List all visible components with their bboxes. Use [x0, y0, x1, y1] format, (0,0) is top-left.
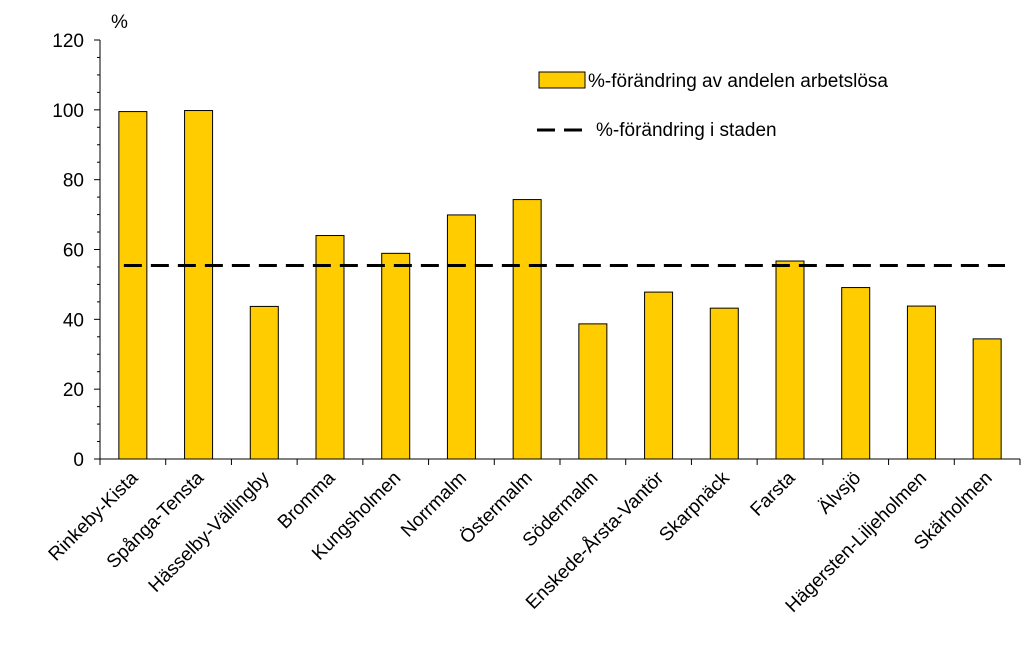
y-tick-label: 80	[63, 171, 84, 192]
bar	[775, 260, 805, 460]
bar	[906, 305, 936, 460]
bar	[972, 338, 1002, 460]
bar	[118, 111, 148, 460]
bar	[644, 291, 674, 460]
x-category-label: Älvsjö	[815, 468, 866, 519]
y-tick-label: 100	[52, 101, 84, 122]
y-tick-label: 120	[52, 31, 84, 52]
x-category-label: Bromma	[274, 467, 340, 533]
y-tick-label: 20	[63, 380, 84, 401]
x-category-label: Hässelby-Vällingby	[145, 467, 274, 596]
legend-bar-swatch	[538, 71, 586, 89]
y-axis-unit-label: %	[111, 12, 128, 33]
axes	[99, 40, 1021, 465]
bar	[841, 287, 871, 460]
y-axis: 0 20 40 60 80 100 120	[52, 31, 100, 471]
bar	[381, 252, 411, 460]
bar	[249, 305, 279, 460]
legend-line-label: %-förändring i staden	[596, 120, 777, 141]
y-tick-label: 40	[63, 310, 84, 331]
bar	[512, 199, 542, 460]
x-axis-labels: Rinkeby-KistaSpånga-TenstaHässelby-Välli…	[45, 467, 997, 617]
bar	[578, 323, 608, 460]
bars	[118, 110, 1002, 460]
x-category-label: Farsta	[747, 467, 800, 520]
bar	[709, 307, 739, 460]
x-category-label: Skarpnäck	[655, 467, 734, 546]
y-tick-label: 0	[73, 450, 84, 471]
y-tick-label: 60	[63, 241, 84, 262]
legend: %-förändring av andelen arbetslösa %-för…	[537, 71, 888, 141]
legend-bar-label: %-förändring av andelen arbetslösa	[588, 71, 888, 92]
bar	[184, 110, 214, 460]
bar	[446, 214, 476, 460]
bar	[315, 235, 345, 460]
